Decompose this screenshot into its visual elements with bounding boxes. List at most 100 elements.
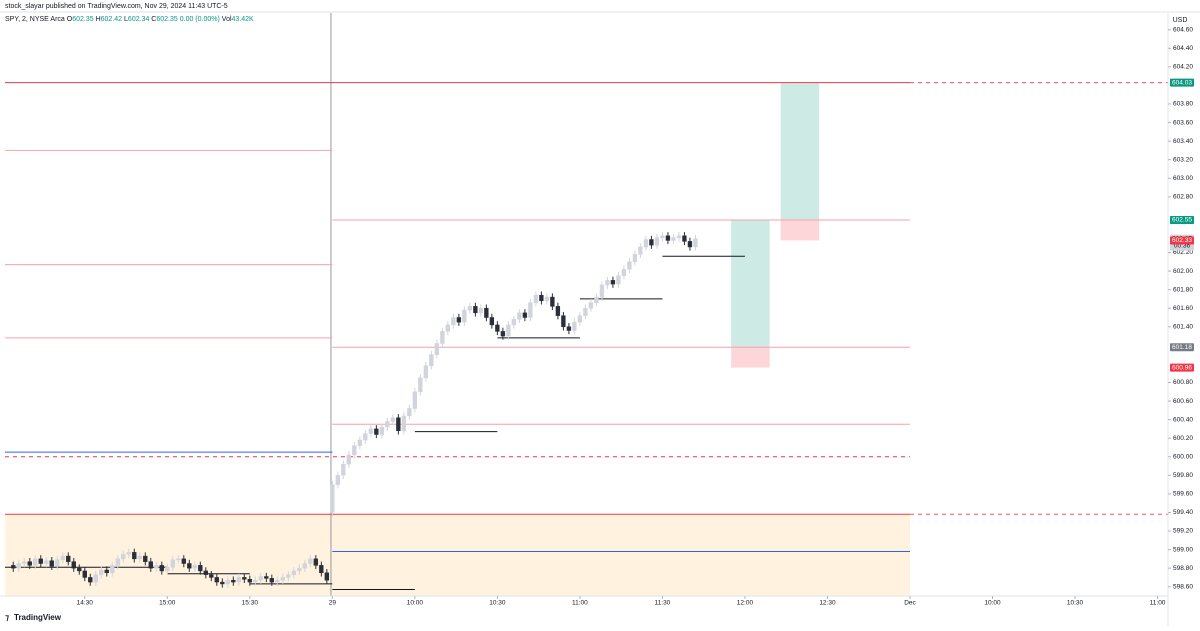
candle-body (638, 246, 643, 255)
candle-body (38, 558, 43, 564)
candle-body (379, 426, 385, 435)
stop-zone (731, 347, 770, 368)
candle-body (121, 553, 126, 560)
candle-body (297, 567, 302, 572)
candle-body (214, 577, 219, 583)
candle-body (71, 561, 76, 569)
candle-body (506, 324, 511, 337)
header: stock_slayar published on TradingView.co… (5, 3, 228, 10)
candle-body (192, 565, 197, 569)
y-tick-label: 600.80 (1173, 379, 1193, 386)
brand-icon: ⁊ (5, 613, 9, 622)
candle-body (319, 565, 324, 574)
candle-body (434, 343, 440, 355)
candle-body (302, 563, 308, 569)
legend-change: 0.00 (0.00%) (180, 16, 220, 23)
y-tick-label: 599.60 (1173, 491, 1193, 498)
candle-body (49, 560, 54, 567)
candle-body (385, 421, 390, 428)
legend: SPY, 2, NYSE Arca O602.35 H602.42 L602.3… (5, 16, 254, 23)
candle-body (654, 237, 660, 246)
candle-body (330, 484, 335, 513)
y-tick-label: 603.60 (1173, 119, 1193, 126)
price-badge (1170, 216, 1194, 225)
candle-body (159, 565, 164, 572)
x-tick-label: 11:30 (655, 600, 671, 607)
candle-body (660, 235, 665, 238)
candle-body (209, 574, 214, 578)
target-zone (731, 220, 770, 348)
candle-body (275, 579, 280, 583)
y-tick-label: 603.20 (1173, 156, 1193, 163)
y-tick-label: 604.60 (1173, 26, 1193, 33)
candle-body (313, 558, 319, 566)
candle-body (566, 326, 572, 331)
candle-body (308, 558, 313, 564)
y-tick-label: 602.80 (1173, 194, 1193, 201)
candle-body (99, 569, 104, 575)
candle-body (258, 576, 263, 581)
candle-body (170, 559, 175, 568)
candle-body (423, 365, 429, 379)
legend-value: 602.42 (101, 16, 123, 23)
candle-body (572, 321, 577, 331)
price-badge-label: 600.96 (1172, 364, 1192, 371)
candle-body (126, 552, 131, 555)
x-tick-label: 10:30 (1067, 600, 1084, 607)
candle-body (500, 331, 506, 337)
candle-body (357, 439, 363, 446)
y-tick-label: 603.00 (1173, 175, 1193, 182)
candle-body (621, 268, 627, 276)
target-zone (780, 82, 820, 221)
candle-body (346, 454, 352, 465)
y-tick-label: 604.20 (1173, 64, 1193, 71)
x-tick-label: 29 (329, 600, 337, 607)
candle-body (495, 324, 500, 332)
candle-body (616, 275, 621, 285)
candle-body (627, 261, 632, 270)
legend-key: Vol (222, 16, 232, 23)
price-badge (1170, 236, 1194, 245)
candle-body (632, 254, 638, 263)
y-tick-label: 599.20 (1173, 528, 1193, 535)
candle-body (544, 296, 550, 302)
candle-body (165, 566, 170, 572)
price-badge (1170, 78, 1194, 87)
candle-body (115, 558, 120, 566)
candle-body (462, 309, 467, 323)
price-badge-label: 604.03 (1172, 79, 1192, 86)
candle-body (550, 296, 555, 307)
candle-body (93, 574, 98, 583)
candle-body (291, 570, 297, 575)
candle-body (687, 241, 693, 248)
candle-body (269, 578, 274, 583)
candle-body (539, 294, 544, 302)
brand: TradingView (14, 613, 62, 622)
candle-body (335, 475, 341, 485)
candle-body (88, 577, 93, 583)
candle-body (671, 237, 676, 241)
candle-body (137, 555, 142, 560)
candle-body (588, 302, 594, 309)
candle-body (396, 417, 401, 432)
y-tick-label: 601.60 (1173, 305, 1193, 312)
candle-body (555, 306, 561, 316)
candle-body (236, 577, 241, 583)
candle-body (533, 294, 539, 303)
candle-body (467, 306, 473, 311)
candle-body (225, 579, 230, 585)
x-tick-label: 12:00 (737, 600, 754, 607)
y-tick-label: 598.80 (1173, 565, 1193, 572)
candle-body (643, 239, 649, 248)
candle-body (440, 331, 445, 344)
candle-body (676, 235, 682, 238)
y-tick-label: 600.60 (1173, 398, 1193, 405)
x-tick-label: 15:00 (159, 600, 176, 607)
candle-body (401, 415, 407, 432)
y-tick-label: 602.00 (1173, 268, 1193, 275)
candle-body (561, 315, 566, 328)
candle-body (104, 569, 109, 574)
legend-value: 602.35 (72, 16, 94, 23)
x-tick-label: 12:30 (819, 600, 836, 607)
